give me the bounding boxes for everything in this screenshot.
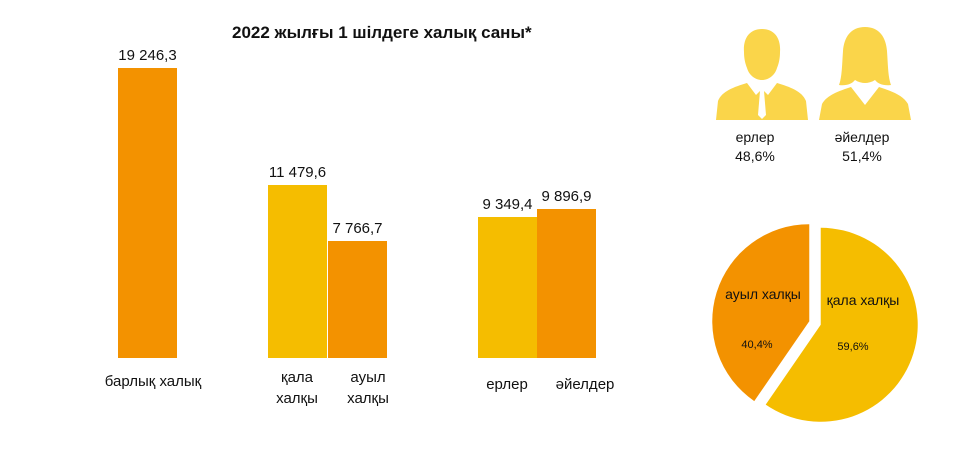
bar-value-label: 9 349,4 — [482, 196, 533, 214]
bar-value-label: 9 896,9 — [541, 187, 592, 205]
pie-pct-rural: 40,4% — [741, 339, 773, 351]
man-silhouette-icon — [716, 29, 808, 120]
bar-value-label: 11 479,6 — [268, 164, 327, 182]
bar-value-label: 19 246,3 — [118, 47, 177, 64]
bar-4 — [478, 217, 537, 358]
men-label: ерлер 48,6% — [735, 129, 775, 164]
bar-category-label: ауыл халқы — [347, 369, 389, 407]
pie-chart — [712, 224, 918, 422]
pie-label-urban: қала халқы — [826, 292, 900, 308]
woman-silhouette-icon — [819, 27, 911, 120]
women-label: әйелдер 51,4% — [834, 129, 890, 164]
chart-title: 2022 жылғы 1 шілдеге халық саны* — [232, 23, 532, 42]
bar-category-label: барлық халық — [104, 373, 202, 390]
pie-pct-urban: 59,6% — [837, 341, 869, 353]
bar-category-label: әйелдер — [555, 376, 615, 393]
bar-category-label: ерлер — [486, 376, 528, 393]
bar-3 — [328, 240, 387, 358]
bar-5 — [537, 208, 596, 358]
bar-category-label: қала халқы — [276, 369, 318, 407]
pie-label-rural: ауыл халқы — [725, 286, 801, 302]
bar-2 — [268, 185, 327, 358]
bar-1 — [118, 68, 177, 358]
bar-value-label: 7 766,7 — [332, 219, 383, 237]
pie-slice-rural — [712, 224, 810, 402]
pie-slice-urban — [765, 227, 918, 422]
